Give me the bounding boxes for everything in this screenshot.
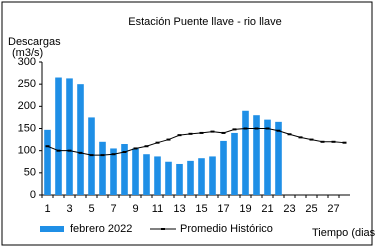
x-tick-label: 11 [152, 203, 163, 215]
x-tick-label: 5 [88, 203, 94, 215]
bar [165, 162, 172, 195]
bar [110, 148, 117, 195]
bar [55, 78, 62, 195]
bar [66, 78, 73, 195]
bar [77, 84, 84, 195]
y-tick-label: 250 [18, 78, 36, 90]
x-tick-label: 27 [327, 203, 339, 215]
x-tick-label: 23 [283, 203, 295, 215]
bar [154, 156, 161, 195]
bar [220, 141, 227, 195]
y-tick-label: 200 [18, 100, 36, 112]
x-tick-label: 21 [261, 203, 273, 215]
x-tick-label: 3 [66, 203, 72, 215]
bar [231, 133, 238, 195]
bar [275, 122, 282, 195]
y-tick-label: 0 [30, 189, 36, 201]
chart-title: Estación Puente llave - rio llave [128, 16, 281, 28]
x-tick-label: 17 [217, 203, 229, 215]
bar [253, 115, 260, 195]
bar [132, 148, 139, 195]
legend-label: febrero 2022 [70, 223, 132, 235]
x-axis-label: Tiempo (dias) [312, 227, 375, 239]
y-tick-label: 50 [24, 167, 36, 179]
y-tick-label: 100 [18, 145, 36, 157]
x-tick-label: 15 [195, 203, 207, 215]
y-tick-label: 300 [18, 56, 36, 68]
bar [187, 161, 194, 195]
x-tick-label: 7 [110, 203, 116, 215]
bar [264, 120, 271, 195]
bar [143, 154, 150, 195]
x-tick-label: 19 [239, 203, 251, 215]
y-tick-label: 150 [18, 122, 36, 134]
x-tick-label: 13 [173, 203, 185, 215]
bar [176, 164, 183, 195]
bar [99, 142, 106, 195]
bar [198, 158, 205, 195]
bar [209, 156, 216, 195]
bar [44, 130, 51, 195]
chart: Estación Puente llave - rio llave Descar… [0, 0, 375, 248]
legend-swatch [40, 226, 64, 232]
legend-label: Promedio Histórico [180, 223, 273, 235]
x-tick-label: 9 [132, 203, 138, 215]
bar [88, 117, 95, 195]
x-tick-label: 25 [305, 203, 317, 215]
x-tick-label: 1 [44, 203, 50, 215]
bar [242, 111, 249, 195]
